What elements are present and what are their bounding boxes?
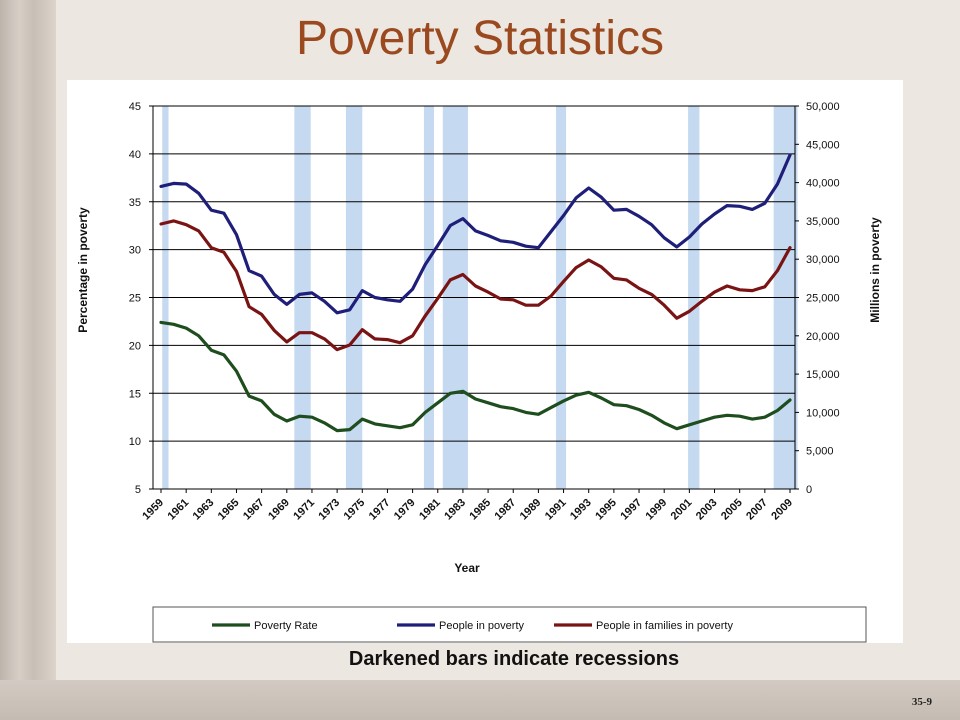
x-tick-label: 1989 (518, 497, 544, 523)
y-left-tick-label: 40 (129, 149, 141, 161)
legend: Poverty Rate People in poverty People in f… (152, 606, 867, 643)
y-right-tick-label: 20,000 (806, 331, 840, 343)
axes: 5 10 15 20 25 30 35 40 45 0 5,000 10,000 15,000 20,00… (129, 101, 840, 522)
y-left-tick-label: 15 (129, 388, 141, 400)
y-axis-left-label: Percentage in poverty (76, 207, 90, 333)
y-right-tick-label: 0 (806, 484, 812, 496)
x-tick-label: 2007 (744, 497, 770, 523)
x-tick-label: 1973 (316, 497, 342, 523)
x-tick-label: 2005 (719, 497, 745, 523)
x-axis-label: Year (454, 561, 480, 575)
left-decorative-strip (0, 0, 56, 720)
y-left-tick-label: 10 (129, 436, 141, 448)
x-tick-label: 1961 (165, 497, 191, 523)
x-tick-label: 1971 (291, 497, 317, 523)
x-tick-label: 1975 (342, 497, 368, 523)
y-right-tick-label: 25,000 (806, 293, 840, 305)
x-tick-label: 1987 (493, 497, 519, 523)
bottom-decorative-strip (0, 680, 960, 720)
y-left-tick-label: 20 (129, 340, 141, 352)
series-line (159, 153, 792, 315)
axis-labels: Percentage in poverty Millions in povert… (76, 207, 882, 575)
x-tick-label: 1977 (367, 497, 393, 523)
y-axis-right-label: Millions in poverty (868, 217, 882, 323)
series-line (159, 320, 792, 433)
y-right-tick-label: 30,000 (806, 254, 840, 266)
legend-label: Poverty Rate (254, 620, 318, 632)
x-tick-label: 1959 (140, 497, 166, 523)
recession-caption: Darkened bars indicate recessions (348, 648, 680, 670)
x-tick-label: 1991 (543, 497, 569, 523)
legend-box (152, 606, 867, 643)
y-right-tick-label: 15,000 (806, 369, 840, 381)
poverty-line-chart: 5 10 15 20 25 30 35 40 45 0 5,000 10,000 15,000 20,00… (76, 101, 882, 643)
x-tick-label: 1967 (241, 497, 267, 523)
legend-label: People in poverty (439, 620, 524, 632)
y-left-tick-label: 5 (135, 484, 141, 496)
series-line (159, 219, 792, 352)
x-tick-label: 2009 (769, 497, 795, 523)
x-tick-label: 1963 (191, 497, 217, 523)
legend-label: People in families in poverty (596, 620, 733, 632)
y-right-tick-label: 35,000 (806, 216, 840, 228)
y-left-tick-label: 25 (129, 293, 141, 305)
x-tick-label: 1997 (618, 497, 644, 523)
y-right-tick-label: 5,000 (806, 446, 834, 458)
series-lines (159, 153, 792, 433)
x-tick-label: 1993 (568, 497, 594, 523)
x-tick-label: 1969 (266, 497, 292, 523)
x-tick-label: 1979 (392, 497, 418, 523)
y-left-tick-label: 45 (129, 101, 141, 113)
y-right-tick-label: 40,000 (806, 178, 840, 190)
slide-number: 35-9 (911, 696, 932, 708)
x-tick-label: 1983 (442, 497, 468, 523)
x-tick-label: 2001 (669, 497, 695, 523)
slide-title: Poverty Statistics (295, 12, 665, 65)
y-right-tick-label: 45,000 (806, 139, 840, 151)
x-tick-label: 1965 (216, 497, 242, 523)
x-tick-label: 1999 (644, 497, 670, 523)
x-tick-label: 1985 (467, 497, 493, 523)
y-left-tick-label: 35 (129, 197, 141, 209)
x-tick-label: 2003 (694, 497, 720, 523)
y-left-tick-label: 30 (129, 245, 141, 257)
x-tick-label: 1995 (593, 497, 619, 523)
y-right-tick-label: 50,000 (806, 101, 840, 113)
y-right-tick-label: 10,000 (806, 407, 840, 419)
chart-panel: 5 10 15 20 25 30 35 40 45 0 5,000 10,000 15,000 20,00… (67, 80, 903, 643)
x-tick-label: 1981 (417, 497, 443, 523)
